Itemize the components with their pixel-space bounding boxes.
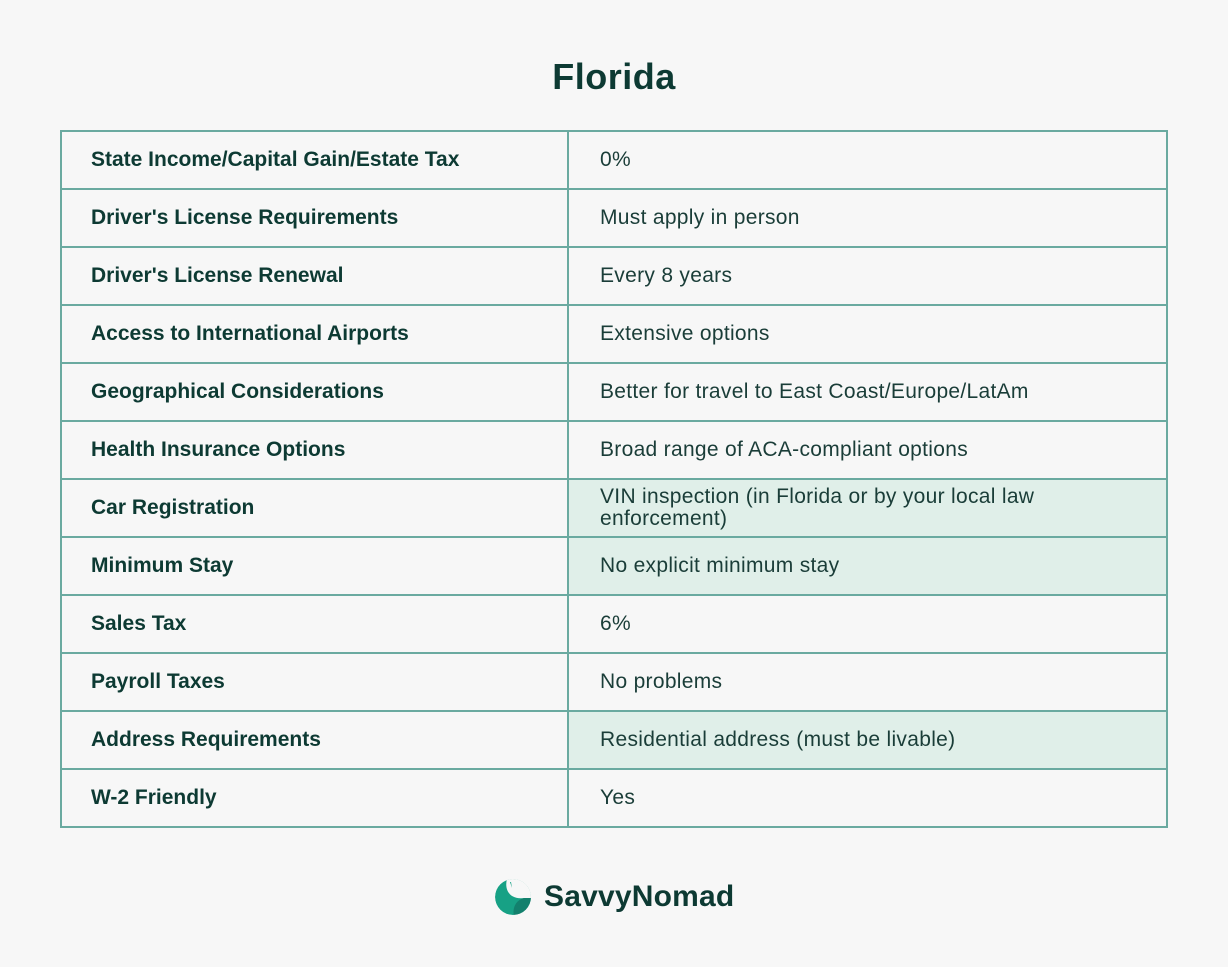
table-row: Address Requirements Residential address… (60, 710, 1168, 770)
table-row: W-2 Friendly Yes (60, 768, 1168, 828)
row-label: Driver's License Requirements (60, 188, 569, 248)
row-label: Health Insurance Options (60, 420, 569, 480)
table-row: Health Insurance Options Broad range of … (60, 420, 1168, 480)
table-row: Payroll Taxes No problems (60, 652, 1168, 712)
savvynomad-logo-icon (494, 878, 532, 916)
row-value-highlighted: VIN inspection (in Florida or by your lo… (567, 478, 1168, 538)
row-value: Extensive options (567, 304, 1168, 364)
row-label: Address Requirements (60, 710, 569, 770)
row-value: Broad range of ACA-compliant options (567, 420, 1168, 480)
row-value: Yes (567, 768, 1168, 828)
table-row: Car Registration VIN inspection (in Flor… (60, 478, 1168, 538)
row-value-highlighted: Residential address (must be livable) (567, 710, 1168, 770)
row-value: 6% (567, 594, 1168, 654)
table-row: Geographical Considerations Better for t… (60, 362, 1168, 422)
row-label: Geographical Considerations (60, 362, 569, 422)
row-label: Minimum Stay (60, 536, 569, 596)
table-row: State Income/Capital Gain/Estate Tax 0% (60, 130, 1168, 190)
row-value: No problems (567, 652, 1168, 712)
row-label: W-2 Friendly (60, 768, 569, 828)
row-label: Driver's License Renewal (60, 246, 569, 306)
table-row: Driver's License Renewal Every 8 years (60, 246, 1168, 306)
florida-info-table: State Income/Capital Gain/Estate Tax 0% … (60, 130, 1168, 828)
table-row: Driver's License Requirements Must apply… (60, 188, 1168, 248)
brand-footer: SavvyNomad (494, 878, 734, 916)
table-row: Access to International Airports Extensi… (60, 304, 1168, 364)
row-value: 0% (567, 130, 1168, 190)
table-row: Minimum Stay No explicit minimum stay (60, 536, 1168, 596)
row-label: Sales Tax (60, 594, 569, 654)
row-label: Payroll Taxes (60, 652, 569, 712)
row-value-highlighted: No explicit minimum stay (567, 536, 1168, 596)
page-title: Florida (552, 56, 676, 97)
row-label: Access to International Airports (60, 304, 569, 364)
brand-name: SavvyNomad (544, 880, 735, 913)
row-value: Must apply in person (567, 188, 1168, 248)
row-value: Better for travel to East Coast/Europe/L… (567, 362, 1168, 422)
row-label: Car Registration (60, 478, 569, 538)
row-label: State Income/Capital Gain/Estate Tax (60, 130, 569, 190)
row-value: Every 8 years (567, 246, 1168, 306)
table-row: Sales Tax 6% (60, 594, 1168, 654)
